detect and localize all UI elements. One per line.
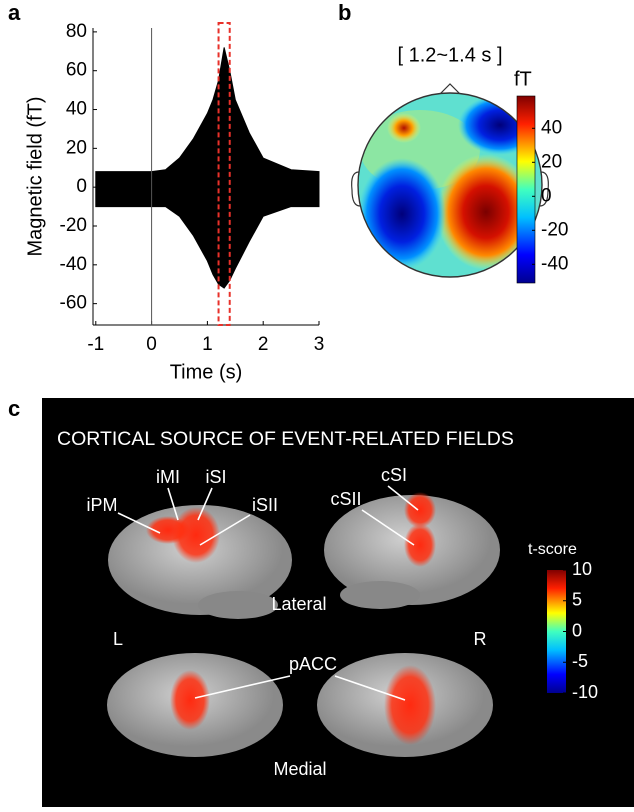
figure: a-60-40-20020406080-10123Time (s)Magneti… — [0, 0, 634, 807]
colorbar-tick-label: 5 — [572, 590, 582, 610]
panel-label: b — [338, 0, 351, 25]
region-label: iMI — [156, 467, 180, 487]
region-label: L — [113, 629, 123, 649]
y-tick-label: -20 — [60, 215, 87, 236]
colorbar-tick-label: -5 — [572, 651, 588, 671]
x-axis-label: Time (s) — [170, 361, 243, 383]
x-tick-label: 3 — [314, 334, 325, 355]
colorbar-label: fT — [514, 68, 532, 90]
colorbar-tick-label: 10 — [572, 559, 592, 579]
region-label: Lateral — [271, 594, 326, 614]
region-label: Medial — [273, 759, 326, 779]
colorbar-tick-label: 40 — [541, 117, 562, 138]
x-tick-label: 2 — [258, 334, 269, 355]
region-label: cSII — [330, 489, 361, 509]
colorbar-tick-label: -40 — [541, 253, 568, 274]
colorbar-tick-label: 0 — [541, 185, 552, 206]
colorbar-tick-label: 0 — [572, 620, 582, 640]
trace-envelope — [96, 47, 319, 187]
x-tick-label: 0 — [146, 334, 157, 355]
colorbar-tick-label: -20 — [541, 219, 568, 240]
y-tick-label: 40 — [66, 99, 87, 120]
region-label: iSII — [252, 495, 278, 515]
topomap-title: [ 1.2~1.4 s ] — [397, 44, 502, 66]
colorbar-tick-label: 20 — [541, 151, 562, 172]
region-label: iPM — [87, 495, 118, 515]
y-axis-label: Magnetic field (fT) — [24, 96, 46, 256]
y-tick-label: 0 — [76, 176, 87, 197]
y-tick-label: 60 — [66, 60, 87, 81]
fT-colorbar — [517, 96, 535, 283]
panel-title: CORTICAL SOURCE OF EVENT-RELATED FIELDS — [57, 428, 514, 450]
y-tick-label: 80 — [66, 21, 87, 42]
panel-label: a — [8, 0, 21, 25]
colorbar-label: t-score — [528, 541, 577, 558]
x-tick-label: 1 — [202, 334, 213, 355]
panel-label: c — [8, 396, 20, 421]
region-label: R — [474, 629, 487, 649]
y-tick-label: -60 — [60, 293, 87, 314]
region-label: cSI — [381, 465, 407, 485]
region-label: iSI — [205, 467, 226, 487]
region-label: pACC — [289, 654, 337, 674]
trace-envelope — [96, 187, 319, 288]
x-tick-label: -1 — [87, 334, 104, 355]
y-tick-label: -40 — [60, 254, 87, 275]
panel-c-background — [42, 398, 634, 807]
colorbar-tick-label: -10 — [572, 682, 598, 702]
y-tick-label: 20 — [66, 137, 87, 158]
